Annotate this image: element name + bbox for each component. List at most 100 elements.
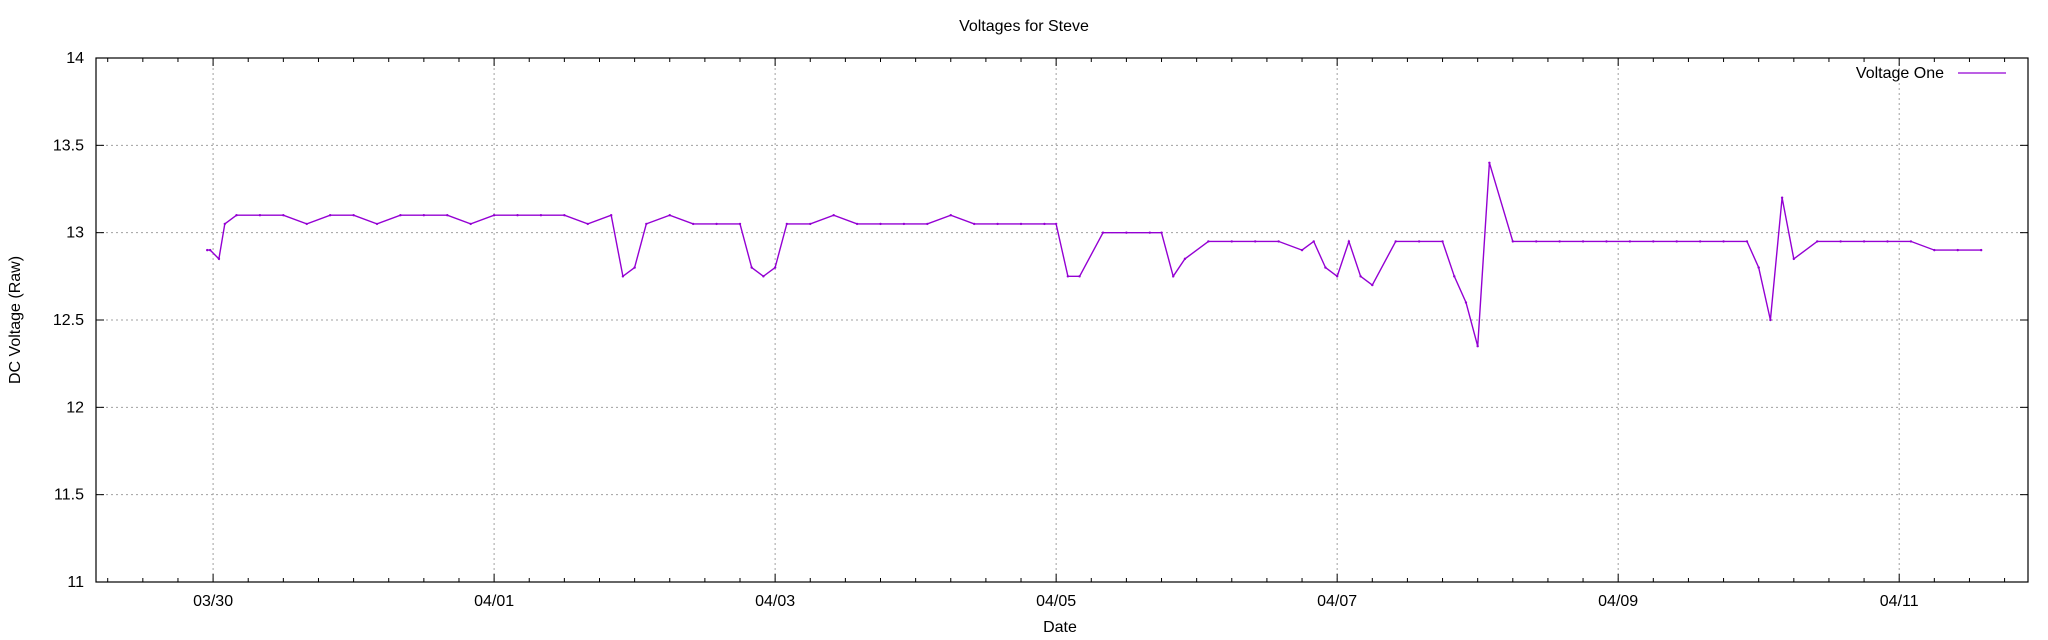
data-point <box>1558 240 1561 243</box>
data-point <box>1769 318 1772 322</box>
data-point <box>610 214 613 217</box>
data-point <box>1909 240 1913 243</box>
data-point <box>1043 222 1046 226</box>
data-point <box>1172 275 1175 278</box>
grid-lines <box>96 58 2028 582</box>
data-point <box>375 222 379 226</box>
x-tick-label: 04/07 <box>1317 593 1357 610</box>
data-point <box>282 214 285 217</box>
data-point <box>1652 240 1655 243</box>
data-point <box>1628 240 1632 243</box>
legend: Voltage One <box>1856 65 2006 82</box>
data-point <box>809 222 812 226</box>
data-point <box>855 222 859 226</box>
data-point <box>1101 231 1105 234</box>
data-point <box>399 214 402 217</box>
data-point <box>762 275 765 278</box>
x-axis-label: Date <box>1043 619 1077 636</box>
data-point <box>1886 240 1889 243</box>
x-tick-label: 04/09 <box>1598 593 1638 610</box>
data-point <box>1335 275 1339 278</box>
x-tick-label: 03/30 <box>193 593 233 610</box>
data-point <box>305 222 308 226</box>
data-point <box>492 214 496 217</box>
data-point <box>1078 275 1081 278</box>
y-tick-label: 12 <box>66 399 84 416</box>
data-point <box>1300 248 1304 252</box>
data-point <box>1394 240 1397 243</box>
y-tick-label: 13.5 <box>53 137 84 154</box>
data-point <box>1605 240 1608 243</box>
legend-label: Voltage One <box>1856 65 1944 82</box>
y-tick-label: 11 <box>67 574 84 591</box>
data-point <box>516 214 519 217</box>
plot-series <box>206 161 1983 348</box>
data-point <box>235 214 238 217</box>
data-point <box>1066 275 1070 278</box>
data-point <box>773 266 777 269</box>
x-tick-label: 04/11 <box>1880 593 1919 610</box>
data-point <box>422 214 426 217</box>
data-point <box>738 222 742 226</box>
data-point <box>217 257 221 261</box>
data-point <box>1511 240 1515 243</box>
data-point <box>208 248 212 252</box>
data-point <box>1359 275 1362 278</box>
data-point <box>1230 240 1233 243</box>
data-point <box>1956 248 1959 252</box>
data-point <box>328 214 332 217</box>
data-point <box>926 222 929 226</box>
data-point <box>1979 248 1983 252</box>
data-point <box>832 214 835 217</box>
y-axis-label: DC Voltage (Raw) <box>7 256 24 384</box>
data-point <box>902 222 906 226</box>
data-point <box>563 214 566 217</box>
data-point <box>1254 240 1257 243</box>
data-point <box>1698 240 1702 243</box>
data-point <box>1535 240 1538 243</box>
data-point <box>1453 275 1456 278</box>
y-tick-label: 14 <box>66 50 84 67</box>
data-point <box>1780 196 1784 199</box>
x-tick-label: 04/05 <box>1036 593 1076 610</box>
data-point <box>1207 240 1210 243</box>
data-point <box>1722 240 1725 243</box>
data-point <box>1019 222 1023 226</box>
data-point <box>1675 240 1678 243</box>
data-point <box>258 214 262 217</box>
data-point <box>1862 240 1866 243</box>
data-point <box>1488 161 1491 164</box>
y-tick-label: 11.5 <box>54 487 84 504</box>
data-point <box>1476 345 1479 348</box>
x-tick-label: 04/01 <box>474 593 514 610</box>
data-point <box>1757 266 1760 269</box>
data-point <box>1792 257 1796 261</box>
data-point <box>621 275 625 278</box>
data-point <box>1324 266 1327 269</box>
data-point <box>1581 240 1585 243</box>
data-point <box>691 222 695 226</box>
data-point <box>1745 240 1749 243</box>
data-point <box>469 222 472 226</box>
data-point <box>1183 257 1187 261</box>
series-line-voltage-one <box>207 162 1982 347</box>
data-point <box>1054 222 1058 226</box>
data-point <box>1464 301 1468 304</box>
data-point <box>715 222 718 226</box>
data-point <box>996 222 999 226</box>
chart-title: Voltages for Steve <box>959 18 1089 35</box>
y-tick-label: 13 <box>66 225 84 242</box>
data-point <box>1160 231 1163 234</box>
data-point <box>1839 240 1842 243</box>
data-point <box>1933 248 1936 252</box>
data-point <box>1277 240 1280 243</box>
data-point <box>1441 240 1444 243</box>
data-point <box>586 222 589 226</box>
data-point <box>206 248 209 252</box>
data-point <box>879 222 882 226</box>
data-point <box>1148 231 1152 234</box>
data-point <box>633 266 636 269</box>
x-axis-ticks: 03/30 04/01 04/03 04/05 04/07 04/09 04/11 <box>107 58 2006 610</box>
data-point <box>446 214 449 217</box>
data-point <box>668 214 671 217</box>
